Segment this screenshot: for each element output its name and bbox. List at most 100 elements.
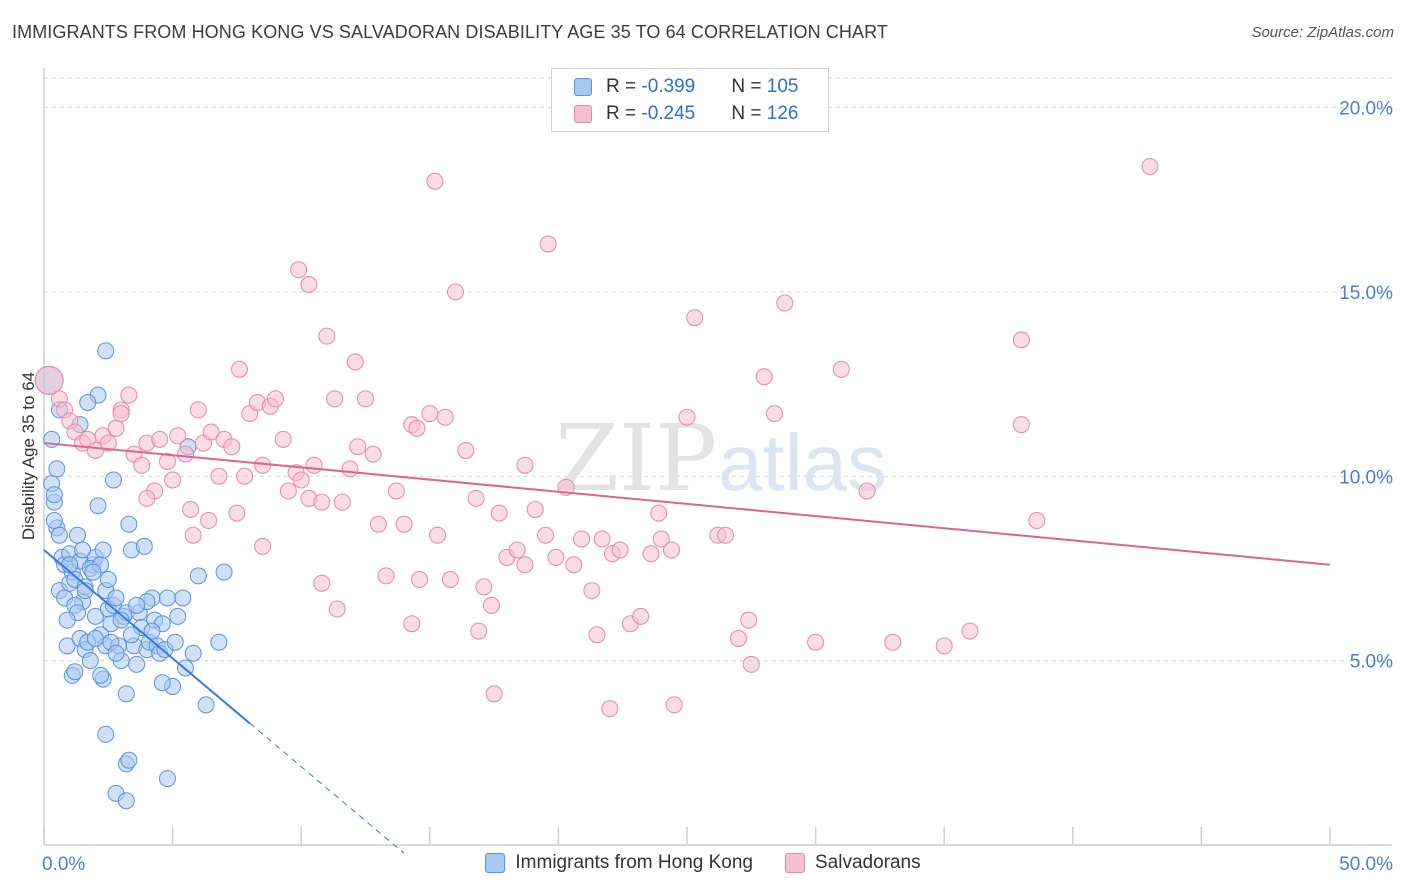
salvadoran-point	[426, 172, 444, 190]
salvadoran-point	[508, 541, 526, 559]
stats-row-blue: R = -0.399 N = 105	[574, 74, 798, 100]
salvadoran-point	[483, 596, 501, 614]
salvadoran-point	[729, 630, 747, 647]
salvadoran-point	[112, 405, 130, 423]
salvadoran-point	[266, 390, 284, 408]
salvadoran-point	[86, 441, 104, 459]
salvadoran-point	[318, 327, 336, 345]
salvadoran-point	[300, 276, 318, 293]
watermark: ZIP atlas	[555, 405, 887, 512]
salvadoran-point	[411, 571, 429, 588]
source-label: Source: ZipAtlas.com	[1251, 24, 1394, 41]
legend-item-salvadorans: Salvadorans	[784, 852, 921, 874]
salvadoran-point	[176, 445, 194, 463]
hong-kong-point	[45, 486, 63, 504]
hong-kong-point	[117, 685, 135, 703]
salvadoran-point	[403, 615, 421, 633]
y-tick-label: 10.0%	[1339, 467, 1393, 488]
hong-kong-point	[50, 526, 68, 544]
salvadoran-point	[349, 438, 367, 456]
salvadoran-point	[652, 530, 670, 548]
hong-kong-point	[174, 589, 192, 607]
axes	[43, 68, 1392, 846]
salvadoran-point	[164, 471, 182, 489]
hong-kong-point	[79, 394, 97, 411]
salvadoran-point	[364, 445, 382, 463]
salvadoran-point	[236, 467, 254, 485]
y-tick-label: 15.0%	[1339, 283, 1393, 304]
hong-kong-point	[97, 725, 115, 743]
hong-kong-point	[58, 637, 76, 655]
stats-row-pink: R = -0.245 N = 126	[574, 101, 798, 127]
salvadoran-point	[663, 541, 681, 559]
salvadoran-point	[490, 504, 508, 522]
salvadoran-point	[210, 467, 228, 485]
salvadoran-point	[547, 548, 565, 566]
salvadoran-point	[274, 430, 292, 448]
hong-kong-point	[107, 589, 125, 607]
salvadoran-point	[516, 556, 534, 574]
salvadoran-point	[120, 386, 138, 404]
hong-kong-point	[97, 342, 115, 360]
hong-kong-point	[68, 526, 86, 544]
hong-kong-point	[120, 515, 138, 533]
hong-kong-trend-line	[43, 549, 251, 725]
salvadoran-point	[346, 353, 364, 371]
salvadoran-point	[740, 611, 758, 629]
salvadoran-point	[189, 401, 207, 419]
r-value: -0.245	[641, 103, 696, 124]
salvadoran-point	[290, 261, 308, 279]
hong-kong-point	[61, 556, 79, 574]
salvadoran-point	[182, 500, 200, 518]
stats-box: R = -0.399 N = 105 R = -0.245 N = 126	[551, 68, 829, 132]
salvadoran-point	[642, 545, 660, 563]
hong-kong-point	[197, 696, 215, 714]
hong-kong-point	[158, 770, 176, 788]
salvadoran-point	[832, 360, 850, 378]
hong-kong-point	[74, 541, 92, 559]
salvadoran-point	[107, 419, 125, 437]
salvadoran-point	[138, 489, 156, 507]
salvadoran-trend-line	[43, 442, 1331, 566]
pink-swatch	[574, 105, 592, 123]
salvadoran-point	[485, 685, 503, 703]
tick-labels: 5.0% 10.0% 15.0% 20.0% 0.0% 50.0%	[42, 99, 1393, 876]
legend-pink-swatch	[784, 853, 805, 873]
salvadoran-point	[377, 567, 395, 585]
salvadoran-point	[1012, 331, 1030, 349]
salvadoran-point	[279, 482, 297, 500]
salvadoran-point	[133, 456, 151, 474]
hong-kong-point	[86, 607, 104, 625]
salvadoran-point	[678, 408, 696, 426]
salvadoran-point	[807, 633, 825, 651]
salvadoran-point	[313, 574, 331, 592]
salvadoran-point	[328, 600, 346, 618]
salvadoran-point	[202, 423, 220, 441]
hong-kong-point	[215, 563, 233, 581]
hong-kong-point	[107, 644, 125, 662]
salvadoran-point	[467, 489, 485, 507]
hong-kong-point	[48, 460, 66, 478]
legend-label: Salvadorans	[814, 852, 921, 873]
legend: Immigrants from Hong Kong Salvadorans	[0, 852, 1406, 874]
salvadoran-point	[441, 571, 459, 588]
salvadoran-point	[593, 530, 611, 548]
salvadoran-point	[230, 360, 248, 378]
hong-kong-point	[189, 567, 207, 585]
hong-kong-point	[81, 652, 99, 670]
salvadoran-point	[158, 453, 176, 470]
hong-kong-point	[86, 630, 104, 647]
y-tick-label: 20.0%	[1339, 99, 1393, 120]
salvadoran-point	[395, 515, 413, 533]
salvadoran-point	[333, 493, 351, 511]
trend-lines	[43, 442, 1331, 854]
salvadoran-point	[742, 655, 760, 673]
salvadoran-point	[1012, 416, 1030, 434]
hong-kong-point	[143, 622, 161, 640]
salvadoran-point	[539, 235, 557, 253]
hong-kong-trend-extension	[249, 722, 405, 854]
salvadoran-point	[858, 482, 876, 500]
salvadoran-point	[254, 537, 272, 555]
hong-kong-point	[99, 571, 117, 588]
salvadoran-point	[436, 408, 454, 426]
